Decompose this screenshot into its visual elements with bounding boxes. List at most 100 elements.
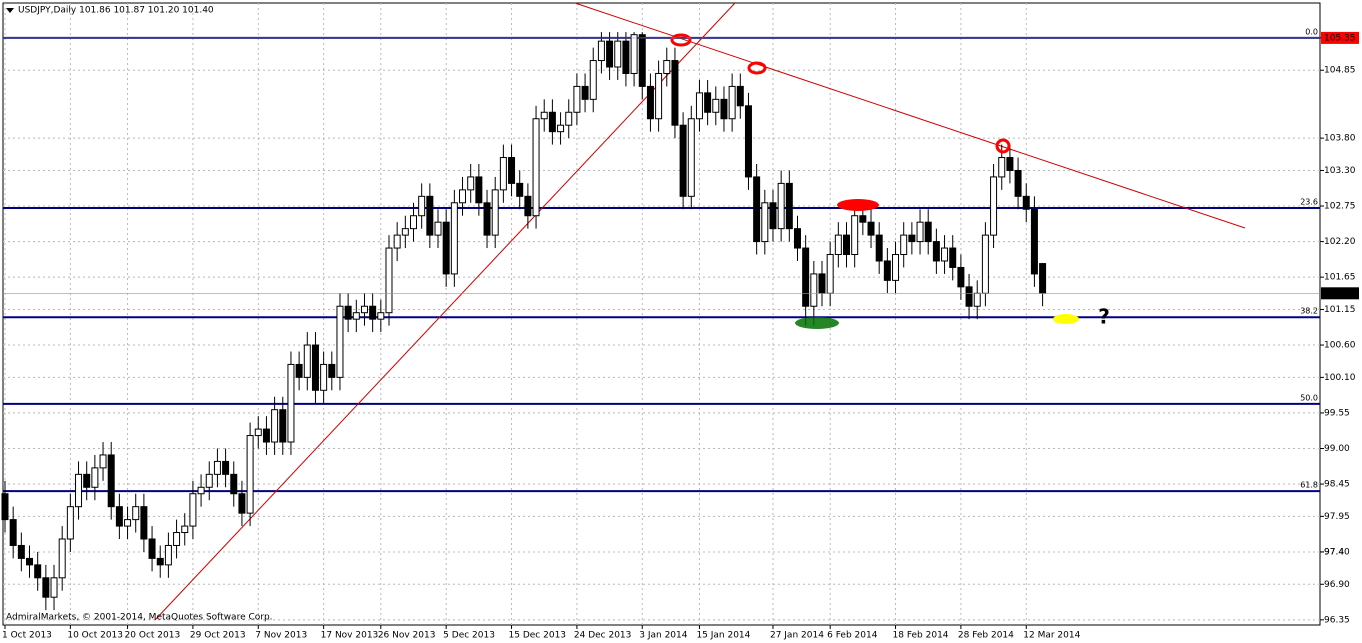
y-tick-label: 96.35 (1324, 615, 1350, 625)
highlight-ellipse (837, 199, 879, 211)
candle-body (238, 493, 246, 514)
y-tick-label: 97.95 (1324, 512, 1350, 522)
highlight-ellipse (795, 317, 839, 329)
candle-body (1006, 157, 1014, 171)
candle-body (679, 124, 687, 197)
candle-body (875, 234, 883, 262)
candle-body (1014, 169, 1022, 197)
candle-body (892, 254, 900, 281)
candle-body (744, 105, 752, 178)
candle-body (360, 305, 368, 314)
y-tick-label: 102.75 (1324, 202, 1356, 212)
x-tick-label: 6 Feb 2014 (827, 631, 878, 641)
candle-body (867, 221, 875, 236)
candle-body (83, 473, 91, 488)
x-tick-label: 24 Dec 2013 (574, 631, 632, 641)
candle-body (26, 557, 34, 566)
candle-body (581, 85, 589, 100)
candle-body (385, 247, 393, 314)
candle-body (475, 176, 483, 204)
y-tick-label: 97.40 (1324, 547, 1350, 557)
x-tick-label: 27 Jan 2014 (770, 631, 824, 641)
candle-body (230, 473, 238, 495)
candle-body (508, 157, 516, 184)
candle-body (1, 493, 9, 521)
candle-body (254, 428, 262, 437)
candle-body (410, 215, 417, 230)
candle-body (810, 273, 818, 307)
x-tick-label: 20 Oct 2013 (125, 631, 181, 641)
candle-body (655, 72, 663, 120)
candle-body (148, 538, 156, 559)
candle-body (622, 40, 630, 74)
candle-body (573, 85, 581, 113)
candle-body (262, 428, 270, 443)
candle-body (450, 202, 458, 275)
candle-body (140, 506, 148, 540)
collapse-icon (6, 8, 14, 13)
candle-body (557, 124, 565, 133)
highlight-ellipse (995, 138, 1011, 154)
price-tag (1321, 287, 1359, 300)
candle-body (156, 557, 164, 566)
fib-label: 0.0 (1305, 27, 1318, 36)
price-tag-label: 105.35 (1324, 33, 1356, 43)
candle-body (336, 305, 344, 378)
candle-body (75, 473, 83, 508)
y-tick-label: 101.65 (1324, 273, 1356, 283)
candle-body (516, 182, 524, 197)
candle-body (311, 344, 319, 391)
highlight-ellipse (1053, 314, 1079, 324)
candle-body (369, 305, 377, 320)
candle-body (728, 85, 736, 120)
candle-body (1030, 208, 1038, 275)
candle-body (761, 202, 769, 243)
candle-body (638, 34, 646, 87)
candle-body (352, 312, 360, 320)
candle-body (793, 228, 801, 249)
candle-body (320, 363, 328, 391)
candle-body (687, 118, 695, 197)
candle-body (646, 85, 654, 120)
candle-body (924, 221, 932, 243)
candle-body (589, 60, 597, 100)
fib-label: 38.2 (1300, 307, 1318, 316)
trend-line (574, 2, 1246, 229)
x-tick-label: 7 Nov 2013 (255, 631, 307, 641)
candle-body (826, 254, 834, 294)
candle-body (164, 544, 172, 566)
y-tick-label: 99.55 (1324, 408, 1350, 418)
candle-body (173, 532, 181, 546)
candle-body (377, 312, 385, 320)
candle-body (91, 467, 99, 488)
candle-body (42, 577, 50, 598)
candle-body (483, 202, 491, 236)
x-tick-label: 15 Jan 2014 (696, 631, 750, 641)
y-tick-label: 100.60 (1324, 341, 1356, 351)
candle-body (532, 118, 540, 217)
x-tick-label: 29 Oct 2013 (190, 631, 246, 641)
y-tick-label: 100.10 (1324, 373, 1356, 383)
x-tick-label: 10 Oct 2013 (67, 631, 123, 641)
candle-body (1039, 263, 1047, 294)
candle-body (965, 286, 973, 307)
candle-body (246, 435, 254, 514)
x-tick-label: 26 Nov 2013 (378, 631, 436, 641)
candle-body (785, 182, 793, 230)
candle-body (597, 40, 605, 62)
candle-body (704, 92, 712, 113)
candle-body (499, 157, 507, 191)
candles (1, 32, 1047, 611)
candle-body (401, 228, 409, 236)
candle-body (279, 409, 287, 443)
candle-body (606, 40, 614, 68)
candle-body (189, 493, 197, 527)
trend-line (154, 2, 736, 621)
y-tick-label: 103.80 (1324, 134, 1356, 144)
candle-body (58, 538, 66, 579)
candle-body (802, 247, 810, 307)
candle-body (916, 221, 924, 243)
candle-body (736, 85, 744, 107)
candle-body (295, 363, 303, 378)
candle-body (769, 202, 777, 230)
